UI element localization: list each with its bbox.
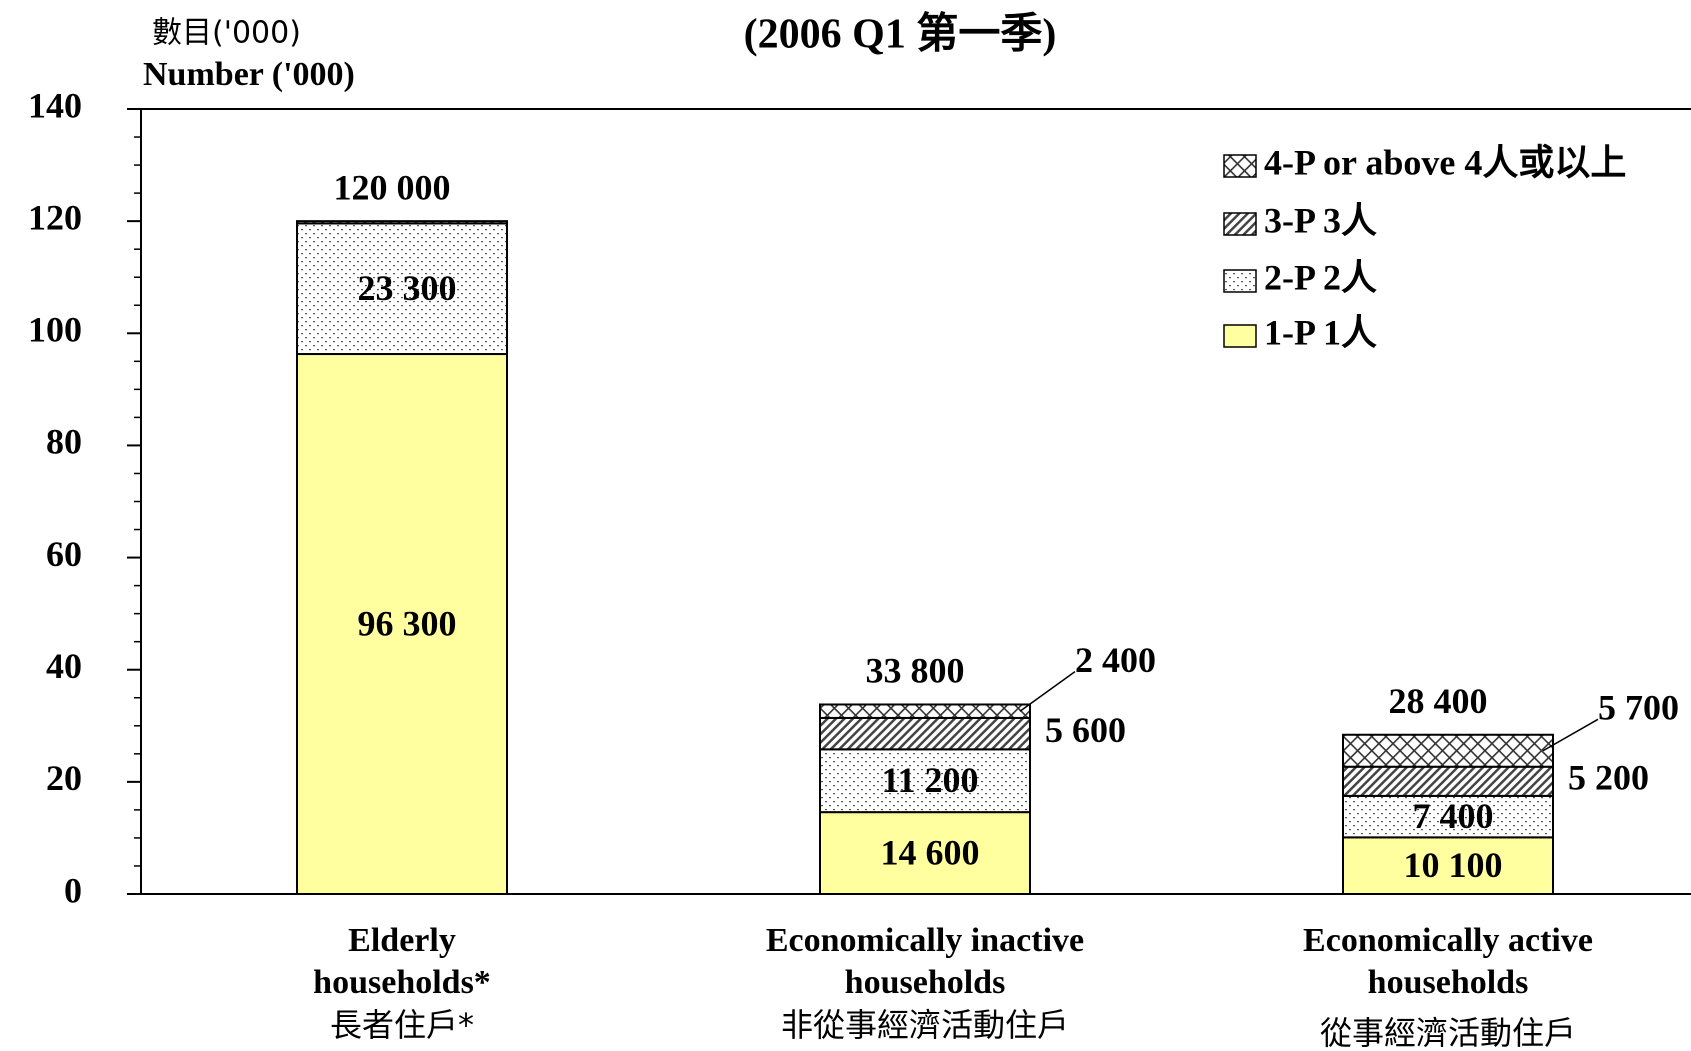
x-tick-label: Elderly <box>348 922 456 959</box>
value-label: 5 200 <box>1568 758 1649 798</box>
x-tick-label: Economically inactive <box>766 922 1084 959</box>
bar-segment <box>819 748 1031 814</box>
bar-segment <box>296 220 508 225</box>
bar-segment <box>1342 733 1554 768</box>
y-tick-label: 120 <box>28 197 82 237</box>
value-label: 5 600 <box>1045 710 1126 750</box>
leader-line <box>1019 671 1076 712</box>
bar-segment <box>296 353 508 895</box>
value-label: 96 300 <box>358 603 457 643</box>
bar-segment <box>819 703 1031 719</box>
x-tick-label: households* <box>313 964 491 1001</box>
legend-label: 4-P or above 4人或以上 <box>1264 142 1626 182</box>
legend-label: 1-P 1人 <box>1264 312 1377 352</box>
y-tick-label: 60 <box>46 534 82 574</box>
bar-segment <box>296 222 508 356</box>
value-label: 2 400 <box>1075 640 1156 680</box>
value-label: 10 100 <box>1404 845 1503 885</box>
legend-label: 2-P 2人 <box>1264 257 1377 297</box>
total-label: 28 400 <box>1389 681 1488 721</box>
y-tick-label: 140 <box>28 85 82 125</box>
chart-title: (2006 Q1 第一季) <box>744 11 1057 58</box>
legend-swatch <box>1223 154 1257 178</box>
value-label: 7 400 <box>1413 796 1494 836</box>
x-tick-label: households <box>1368 964 1529 1001</box>
bar-segment <box>1342 836 1554 895</box>
bar-segment <box>819 716 1031 751</box>
value-label: 11 200 <box>881 760 978 800</box>
value-label: 14 600 <box>881 832 980 872</box>
x-tick-label: households <box>845 964 1006 1001</box>
total-label: 33 800 <box>866 651 965 691</box>
x-tick-label: 非從事經濟活動住戶 <box>781 1006 1069 1044</box>
y-tick-label: 20 <box>46 758 82 798</box>
bar-segment <box>1342 765 1554 797</box>
x-tick-label: 長者住戶* <box>330 1006 474 1044</box>
legend-swatch <box>1223 324 1257 348</box>
bar-segment <box>819 811 1031 896</box>
value-label: 23 300 <box>358 268 457 308</box>
x-tick-label: 從事經濟活動住戶 <box>1320 1014 1576 1051</box>
value-label: 5 700 <box>1598 688 1679 728</box>
legend-swatch <box>1223 269 1257 293</box>
y-tick-label: 80 <box>46 422 82 462</box>
total-label: 120 000 <box>334 167 451 207</box>
y-tick-label: 40 <box>46 646 82 686</box>
y-axis-label: 數目('000) <box>152 16 301 51</box>
y-axis-label: Number ('000) <box>143 56 355 93</box>
x-tick-label: Economically active <box>1303 922 1593 959</box>
y-tick-label: 100 <box>28 310 82 350</box>
leader-line <box>1542 718 1599 752</box>
legend-label: 3-P 3人 <box>1264 200 1377 240</box>
legend-swatch <box>1223 212 1257 236</box>
y-tick-label: 0 <box>64 870 82 910</box>
